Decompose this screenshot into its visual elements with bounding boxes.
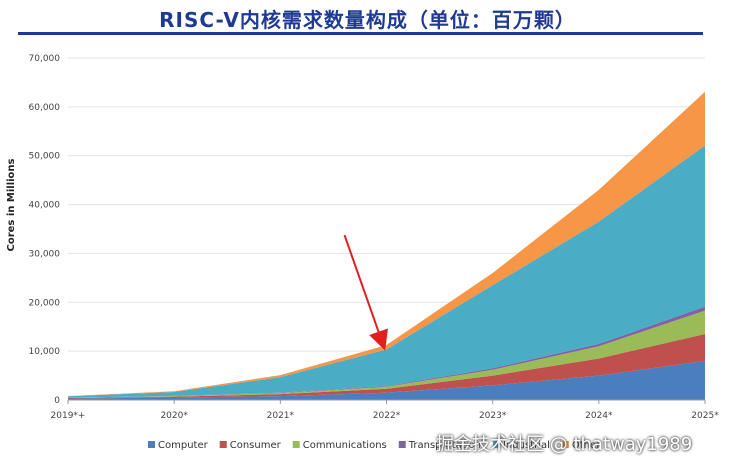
y-tick-label: 70,000 xyxy=(29,54,61,64)
x-tick-label: 2025* xyxy=(691,411,719,421)
chart-title: RISC-V内核需求数量构成（单位：百万颗） xyxy=(159,8,576,32)
legend-swatch xyxy=(219,441,227,448)
x-tick-label: 2022* xyxy=(373,411,401,421)
legend-label: Industrial xyxy=(503,440,550,451)
legend-swatch xyxy=(561,441,569,448)
y-tick-label: 60,000 xyxy=(29,103,61,113)
legend-swatch xyxy=(492,441,500,448)
area-communications xyxy=(68,310,705,399)
legend-label: Computer xyxy=(158,440,209,451)
y-tick-label: 30,000 xyxy=(29,249,61,259)
watermark: 掘金技术社区 @ thatway1989 xyxy=(436,434,693,455)
axes: 0 10,000 20,000 30,000 40,000 50,000 60,000 70,… xyxy=(29,54,720,421)
y-tick-label: 50,000 xyxy=(29,152,61,162)
legend-swatch xyxy=(398,441,406,448)
y-tick-label: 10,000 xyxy=(29,347,61,357)
annotations xyxy=(343,234,388,351)
legend-label: Other xyxy=(572,440,601,451)
y-axis-label: Cores in Millions xyxy=(6,158,17,251)
y-tick-label: 20,000 xyxy=(29,298,61,308)
x-tick-label: 2019*+ xyxy=(51,411,86,421)
x-tick-label: 2020* xyxy=(160,411,188,421)
legend-swatch xyxy=(292,441,300,448)
legend: Computer Consumer Communications Transporta… xyxy=(148,440,601,451)
area-industrial xyxy=(68,145,705,398)
area-series xyxy=(68,91,705,400)
annotation-arrow xyxy=(343,234,388,351)
legend-label: Consumer xyxy=(230,440,282,451)
y-tick-label: 0 xyxy=(54,396,60,406)
x-tick-label: 2023* xyxy=(479,411,507,421)
x-tick-label: 2024* xyxy=(585,411,613,421)
area-computer xyxy=(68,360,705,400)
legend-label: Communications xyxy=(303,440,387,451)
legend-swatch xyxy=(148,441,155,448)
y-tick-label: 40,000 xyxy=(29,201,61,211)
area-consumer xyxy=(68,334,705,399)
x-tick-label: 2021* xyxy=(267,411,295,421)
title-underline xyxy=(18,32,703,35)
legend-label: Transportation xyxy=(408,440,481,451)
